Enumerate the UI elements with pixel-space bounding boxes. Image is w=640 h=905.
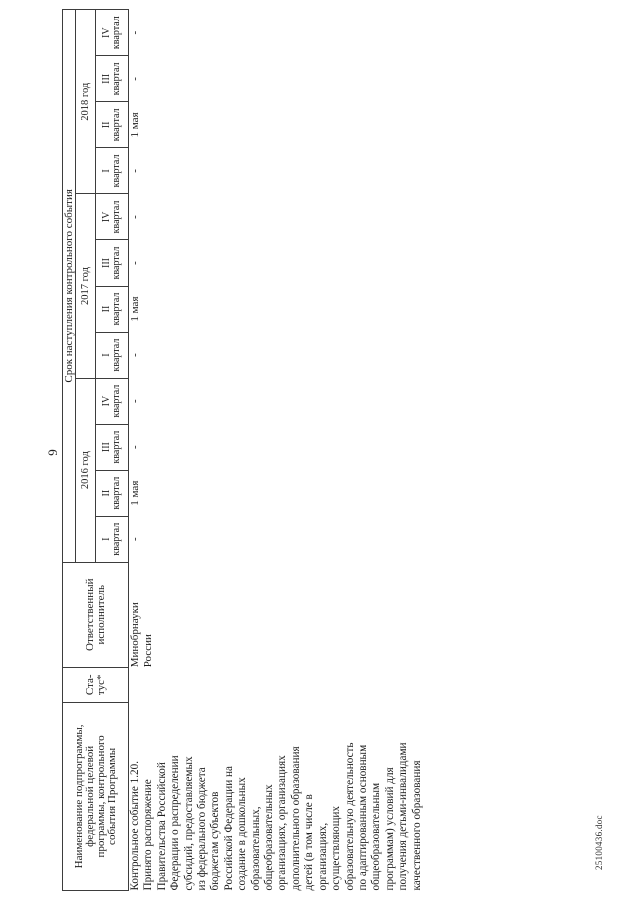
deadline-group-header: Срок наступления контрольного события <box>62 9 76 563</box>
name-line: Принято распоряжение <box>142 779 155 891</box>
header-line: тус* <box>94 674 107 696</box>
quarter-word: квартал <box>111 384 122 418</box>
value-cell-2017-q4: - <box>129 215 141 219</box>
header-line: Ответственный <box>83 578 96 651</box>
quarter-word: квартал <box>111 16 122 50</box>
value-cell-2016-q1: - <box>129 537 141 542</box>
name-line: Контрольное событие 1.20. <box>129 761 141 891</box>
name-line: качественного образования <box>410 760 423 891</box>
name-line: детей (в том числе в <box>303 794 316 891</box>
column-header-status: Ста-тус* <box>62 667 129 703</box>
value-cell-2017-q1: - <box>129 353 141 357</box>
header-line: события Программы <box>105 747 118 845</box>
value-cell-2016-q4: - <box>129 399 141 403</box>
quarter-header-2018-q4: IV квартал <box>95 9 129 56</box>
page-number: 9 <box>45 449 60 456</box>
quarter-header-2016-q4: IV квартал <box>95 378 129 425</box>
column-header-name: Наименование подпрограммы, федеральной це… <box>62 702 129 891</box>
quarter-word: квартал <box>111 200 122 234</box>
name-line: общеобразовательных <box>263 784 276 891</box>
quarter-word: квартал <box>111 62 122 96</box>
name-line: Федерации о распределении <box>169 755 182 891</box>
name-line: по адаптированным основным <box>356 744 369 891</box>
name-line: организациях, организациях <box>276 755 289 891</box>
row-name-cell: Контрольное событие 1.20. Принято распоря… <box>129 702 424 890</box>
value-cell-2018-q3: - <box>129 77 141 81</box>
value-cell-2017-q2: 1 мая <box>129 296 141 322</box>
year-header-2018: 2018 год <box>75 9 96 194</box>
executor-line: России <box>142 634 154 668</box>
header-line: Ста- <box>83 674 96 696</box>
year-header-2016: 2016 год <box>75 378 96 563</box>
quarter-header-2017-q3: III квартал <box>95 239 129 287</box>
quarter-header-2017-q2: II квартал <box>95 286 129 333</box>
quarter-header-2016-q2: II квартал <box>95 470 129 517</box>
column-header-executor: Ответственный исполнитель <box>62 562 129 668</box>
quarter-header-2018-q2: II квартал <box>95 101 129 148</box>
quarter-header-2017-q4: IV квартал <box>95 193 129 240</box>
name-line: получения детьми-инвалидами <box>397 742 410 891</box>
name-line: бюджетам субъектов <box>209 791 222 891</box>
name-line: организациях, <box>316 822 329 891</box>
quarter-word: квартал <box>111 476 122 510</box>
table-row: Контрольное событие 1.20. Принято распоря… <box>129 10 424 891</box>
value-cell-2018-q2: 1 мая <box>129 112 141 138</box>
name-line: Правительства Российской <box>155 762 168 891</box>
value-cell-2018-q1: - <box>129 169 141 173</box>
header-line: федеральной целевой <box>83 745 96 847</box>
quarter-word: квартал <box>111 430 122 464</box>
year-header-2017: 2017 год <box>75 193 96 379</box>
document-filename-footer: 25100436.doc <box>594 815 604 870</box>
row-status-cell <box>129 667 424 702</box>
name-line: из федерального бюджета <box>196 767 209 891</box>
quarter-word: квартал <box>111 292 122 326</box>
name-line: образовательную деятельность <box>343 742 356 891</box>
quarter-word: квартал <box>111 108 122 142</box>
value-cell-2016-q2: 1 мая <box>129 480 141 506</box>
name-line: образовательных, <box>249 806 262 891</box>
header-line: исполнитель <box>94 585 107 645</box>
row-executor-cell: Минобрнауки России <box>129 562 424 667</box>
name-line: субсидий, предоставляемых <box>182 756 195 891</box>
name-line: Российской Федерации на <box>222 765 235 891</box>
quarter-word: квартал <box>111 246 122 280</box>
name-line: общеобразовательным <box>370 782 383 891</box>
quarter-word: квартал <box>111 154 122 188</box>
header-line: программы, контрольного <box>94 735 107 858</box>
name-line: программам) условий для <box>383 767 396 891</box>
name-line: дополнительного образования <box>289 746 302 891</box>
value-cell-2018-q4: - <box>129 30 141 35</box>
quarter-word: квартал <box>111 522 122 556</box>
executor-line: Минобрнауки <box>129 602 141 668</box>
quarter-header-2016-q3: III квартал <box>95 424 129 471</box>
quarter-header-2018-q3: III квартал <box>95 55 129 102</box>
value-cell-2016-q3: - <box>129 445 141 449</box>
value-cell-2017-q3: - <box>129 261 141 265</box>
header-line: Наименование подпрограммы, <box>72 724 85 869</box>
name-line: осуществляющих <box>330 806 343 891</box>
quarter-word: квартал <box>111 338 122 372</box>
control-events-schedule-table: Наименование подпрограммы, федеральной це… <box>62 9 424 891</box>
name-line: создание в дошкольных <box>236 777 249 891</box>
